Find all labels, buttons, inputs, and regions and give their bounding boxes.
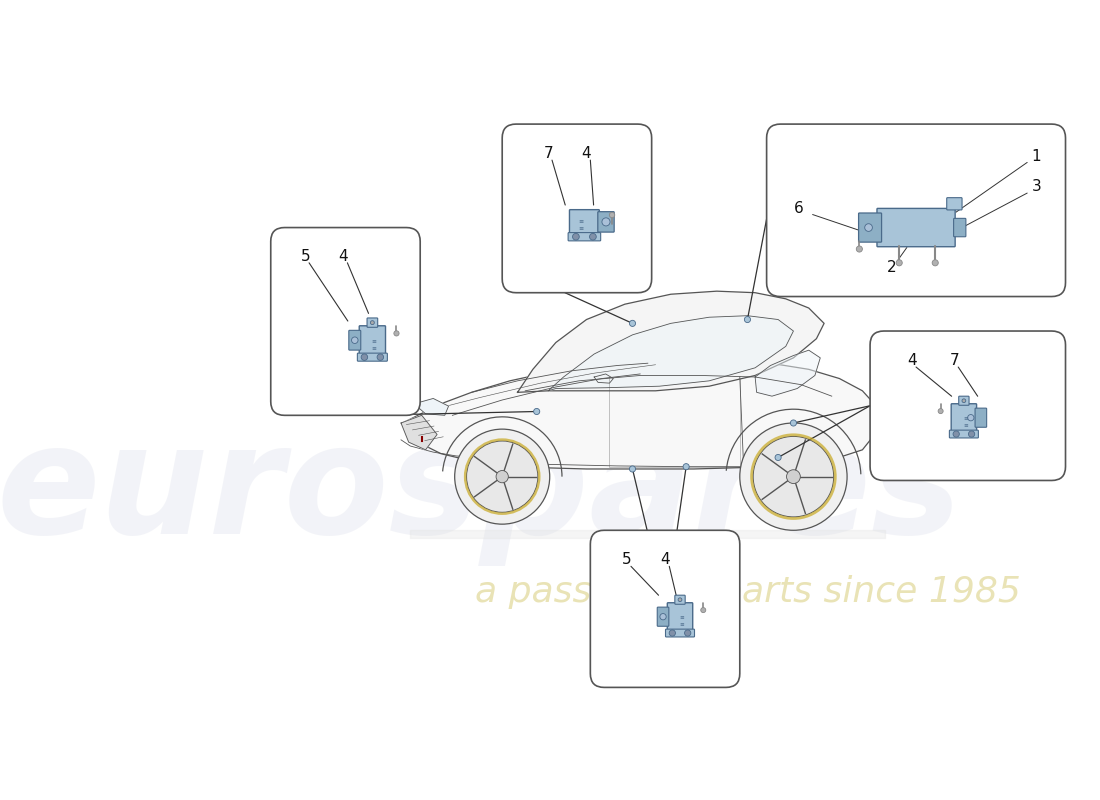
Circle shape — [371, 321, 374, 325]
Circle shape — [678, 598, 682, 602]
Circle shape — [791, 420, 796, 426]
Polygon shape — [517, 291, 824, 392]
FancyBboxPatch shape — [358, 353, 387, 361]
Circle shape — [701, 607, 706, 613]
Circle shape — [377, 354, 384, 361]
Polygon shape — [402, 415, 437, 450]
Circle shape — [938, 409, 943, 414]
Text: 4: 4 — [661, 552, 670, 567]
Circle shape — [745, 317, 750, 322]
Circle shape — [953, 431, 959, 437]
Text: ≡
≡: ≡ ≡ — [679, 614, 684, 626]
Text: ≡
≡: ≡ ≡ — [372, 338, 376, 350]
Polygon shape — [548, 316, 793, 391]
Text: 1: 1 — [1032, 149, 1042, 164]
Polygon shape — [755, 350, 821, 396]
FancyBboxPatch shape — [975, 408, 987, 427]
Circle shape — [629, 320, 636, 326]
Circle shape — [534, 409, 540, 414]
Circle shape — [361, 354, 367, 361]
Circle shape — [896, 260, 902, 266]
Text: 7: 7 — [949, 353, 959, 368]
FancyBboxPatch shape — [503, 124, 651, 293]
Circle shape — [786, 470, 801, 483]
Circle shape — [865, 224, 872, 231]
FancyBboxPatch shape — [591, 530, 740, 687]
Circle shape — [932, 260, 938, 266]
FancyBboxPatch shape — [767, 124, 1066, 297]
Text: a passion for parts since 1985: a passion for parts since 1985 — [474, 574, 1021, 609]
Text: ≡
≡: ≡ ≡ — [579, 218, 584, 230]
Circle shape — [683, 464, 690, 470]
Circle shape — [602, 218, 610, 226]
Circle shape — [629, 466, 636, 472]
FancyBboxPatch shape — [349, 330, 361, 350]
Circle shape — [968, 414, 974, 421]
FancyBboxPatch shape — [657, 607, 669, 626]
Circle shape — [590, 234, 596, 240]
FancyBboxPatch shape — [570, 210, 600, 234]
Circle shape — [968, 431, 975, 437]
Text: 5: 5 — [300, 249, 310, 264]
FancyBboxPatch shape — [668, 602, 693, 630]
Text: 2: 2 — [888, 260, 896, 275]
Text: 3: 3 — [1032, 179, 1042, 194]
Circle shape — [352, 337, 358, 343]
Circle shape — [609, 212, 615, 218]
FancyBboxPatch shape — [367, 318, 377, 327]
Text: 4: 4 — [582, 146, 592, 161]
Text: 4: 4 — [908, 353, 917, 368]
FancyBboxPatch shape — [949, 430, 978, 438]
Circle shape — [684, 630, 691, 636]
Text: eurospares: eurospares — [0, 418, 962, 566]
FancyBboxPatch shape — [959, 396, 969, 406]
Circle shape — [962, 399, 966, 402]
FancyBboxPatch shape — [666, 629, 694, 637]
Circle shape — [466, 441, 538, 512]
FancyBboxPatch shape — [870, 331, 1066, 481]
Circle shape — [776, 454, 781, 461]
Circle shape — [740, 423, 847, 530]
Circle shape — [454, 429, 550, 524]
Circle shape — [660, 614, 667, 620]
Text: 7: 7 — [543, 146, 553, 161]
Text: 6: 6 — [794, 201, 804, 216]
Polygon shape — [414, 398, 449, 415]
Text: 4: 4 — [339, 249, 349, 264]
Text: 5: 5 — [623, 552, 631, 567]
Circle shape — [856, 246, 862, 252]
FancyBboxPatch shape — [859, 213, 881, 242]
Circle shape — [572, 234, 580, 240]
FancyBboxPatch shape — [947, 198, 962, 210]
FancyBboxPatch shape — [568, 233, 601, 241]
Polygon shape — [403, 360, 878, 469]
Circle shape — [754, 437, 834, 517]
FancyBboxPatch shape — [360, 326, 385, 354]
FancyBboxPatch shape — [674, 595, 685, 604]
Circle shape — [394, 330, 399, 336]
FancyBboxPatch shape — [952, 404, 977, 432]
Circle shape — [669, 630, 675, 636]
FancyBboxPatch shape — [954, 218, 966, 237]
FancyBboxPatch shape — [597, 212, 614, 232]
Circle shape — [496, 470, 508, 482]
FancyBboxPatch shape — [877, 208, 955, 246]
Text: ≡
≡: ≡ ≡ — [962, 415, 968, 427]
FancyBboxPatch shape — [271, 227, 420, 415]
